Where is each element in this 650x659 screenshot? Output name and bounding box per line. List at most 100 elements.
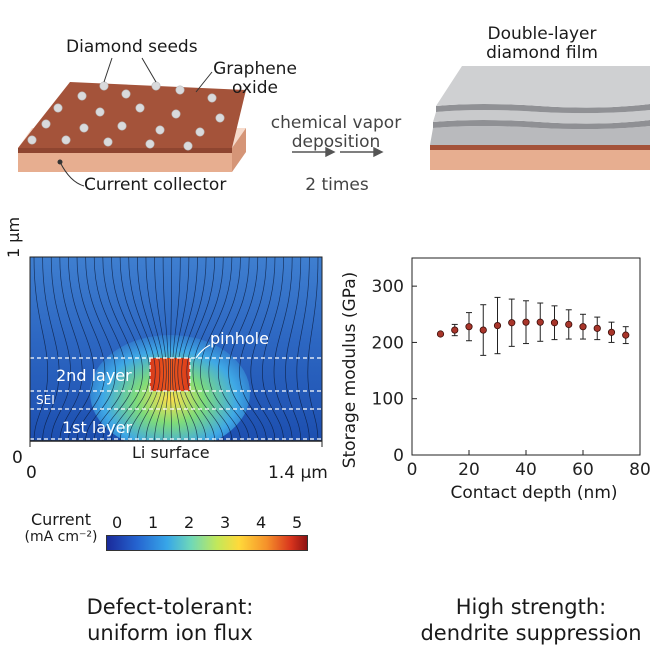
flux-streamline	[262, 257, 284, 441]
flux-streamline	[119, 257, 150, 441]
flux-streamline	[307, 257, 319, 441]
diamond-seed	[145, 139, 155, 149]
storage-modulus-chart: 0 100 200 300 0 20 40 60 80	[372, 257, 650, 480]
y-tick-label: 100	[372, 390, 404, 410]
diamond-seeds-label: Diamond seeds	[66, 37, 198, 57]
diamond-seed	[99, 81, 109, 91]
data-point	[565, 320, 573, 329]
diamond-seed	[53, 103, 63, 113]
diamond-seed	[117, 121, 127, 131]
y-tick-label: 200	[372, 333, 404, 353]
diamond-seed	[77, 91, 87, 101]
footer-right-line2: dendrite suppression	[420, 621, 642, 646]
flux-streamline	[273, 257, 293, 441]
footer-right-line1: High strength:	[455, 595, 607, 619]
data-point	[493, 321, 502, 330]
data-point	[579, 323, 587, 331]
data-point	[593, 324, 601, 332]
colorbar	[106, 535, 308, 551]
flux-streamline	[172, 257, 181, 441]
flux-streamline	[102, 257, 135, 441]
flux-streamline	[50, 257, 71, 441]
chart-frame	[411, 257, 641, 456]
diamond-seed	[27, 135, 37, 145]
flux-streamline	[239, 257, 267, 441]
pinhole-region	[150, 358, 190, 391]
flux-streamline	[192, 257, 224, 441]
diamond-seed	[171, 109, 181, 119]
flux-streamline	[136, 257, 161, 441]
flux-streamline	[162, 257, 169, 441]
flux-streamline	[42, 257, 60, 441]
flux-x-end: 1.4 μm	[268, 463, 328, 483]
leader-lines	[59, 57, 213, 187]
x-tick-label: 40	[515, 460, 537, 480]
flux-streamline	[111, 257, 144, 441]
footer-left-line1: Defect-tolerant:	[86, 595, 254, 619]
film-label-line2: diamond film	[486, 42, 598, 63]
li-surface-label: Li surface	[132, 443, 210, 462]
diamond-seed	[195, 127, 205, 137]
flux-streamline	[200, 257, 233, 441]
flux-y-axis-label: 1 μm	[4, 216, 23, 258]
flux-streamline	[145, 257, 164, 441]
diamond-seed	[41, 119, 51, 129]
process-line1: chemical vapor	[270, 113, 402, 133]
double-layer-film-stack	[430, 66, 650, 170]
y-tick-label: 0	[393, 446, 404, 466]
data-point	[622, 331, 630, 339]
flux-streamline	[85, 257, 116, 441]
graphene-label-line2: oxide	[232, 77, 278, 98]
x-tick-label: 0	[407, 460, 418, 480]
sei-label: SEI	[36, 393, 55, 407]
collector-dot	[57, 159, 63, 165]
data-point	[536, 318, 544, 326]
diamond-seed	[95, 107, 105, 117]
flux-streamline	[186, 257, 216, 441]
process-line2: deposition	[291, 131, 381, 152]
x-tick-label: 20	[458, 460, 480, 480]
diamond-seeds	[27, 81, 225, 151]
flux-streamlines	[33, 257, 319, 441]
flux-streamline	[296, 257, 310, 441]
x-tick-label: 60	[572, 460, 594, 480]
footer-left-line2: uniform ion flux	[87, 621, 253, 646]
chart-y-label: Storage modulus (GPa)	[340, 271, 360, 469]
data-point	[436, 330, 445, 338]
diamond-seed	[175, 85, 185, 95]
flux-x-zero: 0	[26, 463, 37, 483]
flux-streamline	[250, 257, 276, 441]
data-point	[479, 326, 487, 334]
flux-streamline	[59, 257, 83, 441]
diamond-seed	[155, 125, 165, 135]
colorbar-tick-1: 1	[148, 513, 159, 532]
data-point	[508, 319, 516, 327]
flux-y-zero: 0	[12, 448, 23, 468]
diamond-seed	[103, 137, 113, 147]
y-tick-label: 300	[372, 277, 404, 297]
current-collector-label: Current collector	[84, 175, 227, 195]
diamond-seed	[151, 81, 161, 91]
flux-streamline	[177, 257, 198, 441]
data-point	[451, 326, 459, 334]
flux-streamline	[93, 257, 126, 441]
flux-streamline	[76, 257, 106, 441]
diamond-seed	[183, 141, 193, 151]
colorbar-tick-0: 0	[112, 513, 123, 532]
colorbar-title-line1: Current	[30, 510, 92, 529]
diamond-seed	[61, 135, 71, 145]
layer1-label: 1st layer	[62, 418, 133, 437]
flux-streamline	[285, 257, 302, 441]
diamond-seed	[121, 89, 131, 99]
data-point	[607, 328, 616, 336]
flux-streamline	[208, 257, 241, 441]
flux-streamline	[128, 257, 156, 441]
chart-x-label: Contact depth (nm)	[450, 483, 618, 503]
flux-streamline	[181, 257, 207, 441]
ion-flux-map	[29, 256, 323, 447]
flux-streamline	[154, 257, 167, 441]
colorbar-title-line2: (mA cm⁻²)	[24, 529, 98, 546]
data-point	[522, 318, 530, 326]
data-point	[550, 319, 559, 327]
pinhole-label: pinhole	[210, 329, 269, 348]
